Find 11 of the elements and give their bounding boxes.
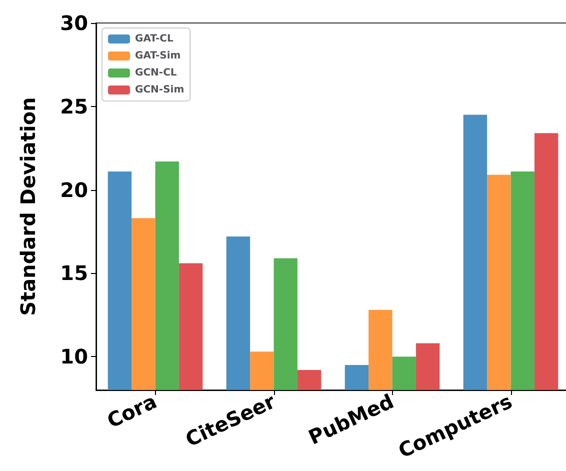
legend-label: GCN-CL [135,68,178,78]
y-tick-label: 15 [60,261,88,286]
legend-label: GAT-Sim [135,50,181,62]
x-tick-label: Cora [103,389,160,433]
y-tick-label: 20 [60,178,88,202]
legend-label: GCN-Sim [135,84,184,96]
y-axis-title: Standard Deviation [16,97,40,316]
y-tick-label: 30 [60,11,88,35]
y-tick-label: 10 [60,344,88,369]
legend-label: GAT-CL [135,34,174,44]
y-tick-label: 25 [60,94,88,118]
